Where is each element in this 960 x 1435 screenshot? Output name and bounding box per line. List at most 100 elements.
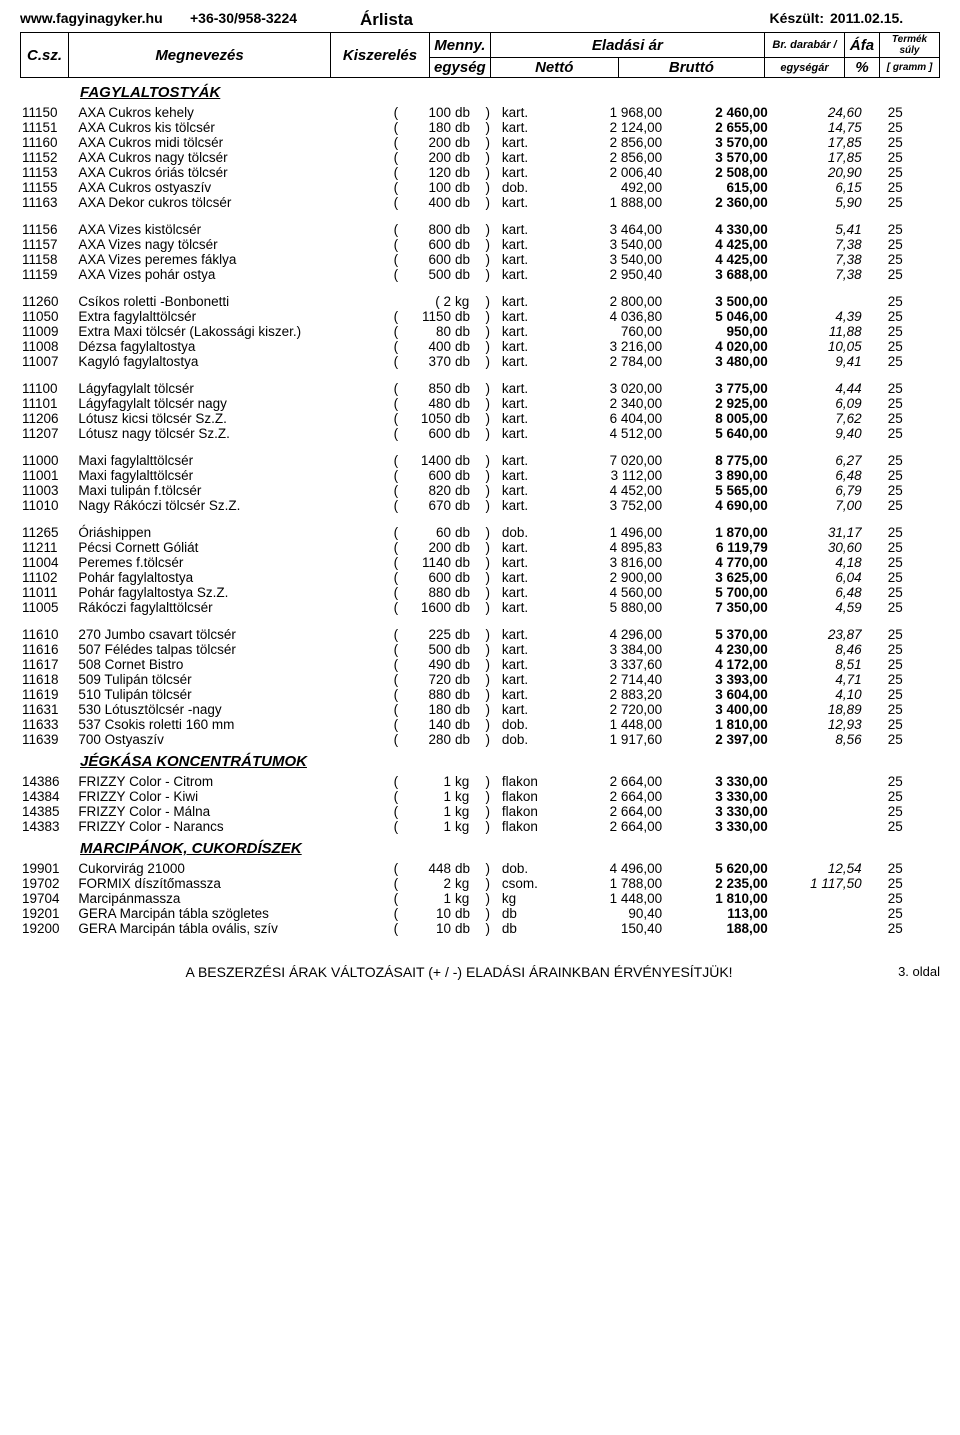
cell-vat: 25	[864, 180, 905, 195]
cell-munit: flakon	[500, 819, 570, 834]
cell-net: 2 883,20	[570, 687, 664, 702]
cell-vat: 25	[864, 732, 905, 747]
cell-unit: db	[453, 411, 484, 426]
cell-qty: 280	[400, 732, 453, 747]
cell-per: 31,17	[770, 525, 864, 540]
cell-name: Pécsi Cornett Góliát	[76, 540, 383, 555]
cell-vat: 25	[864, 150, 905, 165]
table-row: 11618509 Tulipán tölcsér(720db)kart.2 71…	[20, 672, 940, 687]
cell-code: 14384	[20, 789, 76, 804]
cell-unit: db	[453, 381, 484, 396]
cell-unit: db	[453, 267, 484, 282]
cell-qty: 850	[400, 381, 453, 396]
table-row: 11005Rákóczi fagylalttölcsér(1600db)kart…	[20, 600, 940, 615]
cell-code: 11003	[20, 483, 76, 498]
cell-per: 5,90	[770, 195, 864, 210]
cell-unit: db	[453, 585, 484, 600]
cell-vat: 25	[864, 294, 905, 309]
cell-net: 2 784,00	[570, 354, 664, 369]
cell-vat: 25	[864, 309, 905, 324]
table-row: 11152AXA Cukros nagy tölcsér(200db)kart.…	[20, 150, 940, 165]
cell-net: 1 968,00	[570, 105, 664, 120]
cell-net: 1 448,00	[570, 717, 664, 732]
cell-gross: 3 393,00	[664, 672, 770, 687]
cell-net: 3 752,00	[570, 498, 664, 513]
cell-vat: 25	[864, 105, 905, 120]
cell-gross: 2 235,00	[664, 876, 770, 891]
cell-paren: (	[384, 324, 400, 339]
cell-paren: (	[384, 921, 400, 936]
cell-unit: kg	[453, 789, 484, 804]
cell-per: 6,09	[770, 396, 864, 411]
cell-munit: kart.	[500, 150, 570, 165]
cell-weight	[905, 657, 940, 672]
cell-per: 9,40	[770, 426, 864, 441]
cell-gross: 1 810,00	[664, 891, 770, 906]
cell-code: 19702	[20, 876, 76, 891]
cell-name: 509 Tulipán tölcsér	[76, 672, 383, 687]
cell-paren: )	[483, 195, 499, 210]
cell-gross: 2 360,00	[664, 195, 770, 210]
cell-weight	[905, 339, 940, 354]
cell-code: 19901	[20, 861, 76, 876]
cell-name: Óriáshippen	[76, 525, 383, 540]
cell-gross: 4 690,00	[664, 498, 770, 513]
cell-per: 6,48	[770, 585, 864, 600]
data-table: 11150AXA Cukros kehely(100db)kart.1 968,…	[20, 105, 940, 747]
cell-paren: (	[384, 381, 400, 396]
cell-name: Nagy Rákóczi tölcsér Sz.Z.	[76, 498, 383, 513]
cell-weight	[905, 237, 940, 252]
cell-gross: 5 565,00	[664, 483, 770, 498]
cell-paren: (	[384, 585, 400, 600]
cell-gross: 3 400,00	[664, 702, 770, 717]
cell-gross: 3 330,00	[664, 819, 770, 834]
cell-paren: )	[483, 642, 499, 657]
cell-code: 11101	[20, 396, 76, 411]
cell-net: 3 540,00	[570, 237, 664, 252]
cell-paren: (	[384, 732, 400, 747]
cell-vat: 25	[864, 921, 905, 936]
cell-per: 5,41	[770, 222, 864, 237]
table-row: 11001Maxi fagylalttölcsér(600db)kart.3 1…	[20, 468, 940, 483]
cell-code: 19200	[20, 921, 76, 936]
cell-name: Kagyló fagylaltostya	[76, 354, 383, 369]
cell-name: Lágyfagylalt tölcsér	[76, 381, 383, 396]
cell-net: 1 917,60	[570, 732, 664, 747]
cell-per: 4,10	[770, 687, 864, 702]
cell-weight	[905, 222, 940, 237]
cell-weight	[905, 180, 940, 195]
table-row: 14385FRIZZY Color - Málna(1kg)flakon2 66…	[20, 804, 940, 819]
cell-net: 1 496,00	[570, 525, 664, 540]
cell-net: 2 664,00	[570, 804, 664, 819]
cell-paren: )	[483, 876, 499, 891]
cell-name: FRIZZY Color - Kiwi	[76, 789, 383, 804]
cell-gross: 615,00	[664, 180, 770, 195]
cell-paren: (	[384, 309, 400, 324]
cell-paren: (	[384, 165, 400, 180]
cell-unit: db	[453, 354, 484, 369]
cell-per	[770, 789, 864, 804]
cell-net: 2 900,00	[570, 570, 664, 585]
cell-weight	[905, 354, 940, 369]
cell-code: 11156	[20, 222, 76, 237]
cell-vat: 25	[864, 906, 905, 921]
cell-qty: 1	[400, 789, 453, 804]
cell-paren: )	[483, 222, 499, 237]
footer: A BESZERZÉSI ÁRAK VÁLTOZÁSAIT (+ / -) EL…	[20, 964, 940, 980]
table-row: 11616507 Félédes talpas tölcsér(500db)ka…	[20, 642, 940, 657]
cell-vat: 25	[864, 165, 905, 180]
cell-code: 11159	[20, 267, 76, 282]
cell-munit: flakon	[500, 804, 570, 819]
cell-munit: kart.	[500, 294, 570, 309]
cell-unit: db	[453, 498, 484, 513]
cell-name: GERA Marcipán tábla szögletes	[76, 906, 383, 921]
cell-per: 8,56	[770, 732, 864, 747]
cell-name: AXA Cukros kehely	[76, 105, 383, 120]
cell-net: 4 296,00	[570, 627, 664, 642]
cell-gross: 2 460,00	[664, 105, 770, 120]
cell-net: 492,00	[570, 180, 664, 195]
cell-vat: 25	[864, 702, 905, 717]
cell-net: 150,40	[570, 921, 664, 936]
cell-gross: 3 775,00	[664, 381, 770, 396]
cell-munit: kart.	[500, 426, 570, 441]
